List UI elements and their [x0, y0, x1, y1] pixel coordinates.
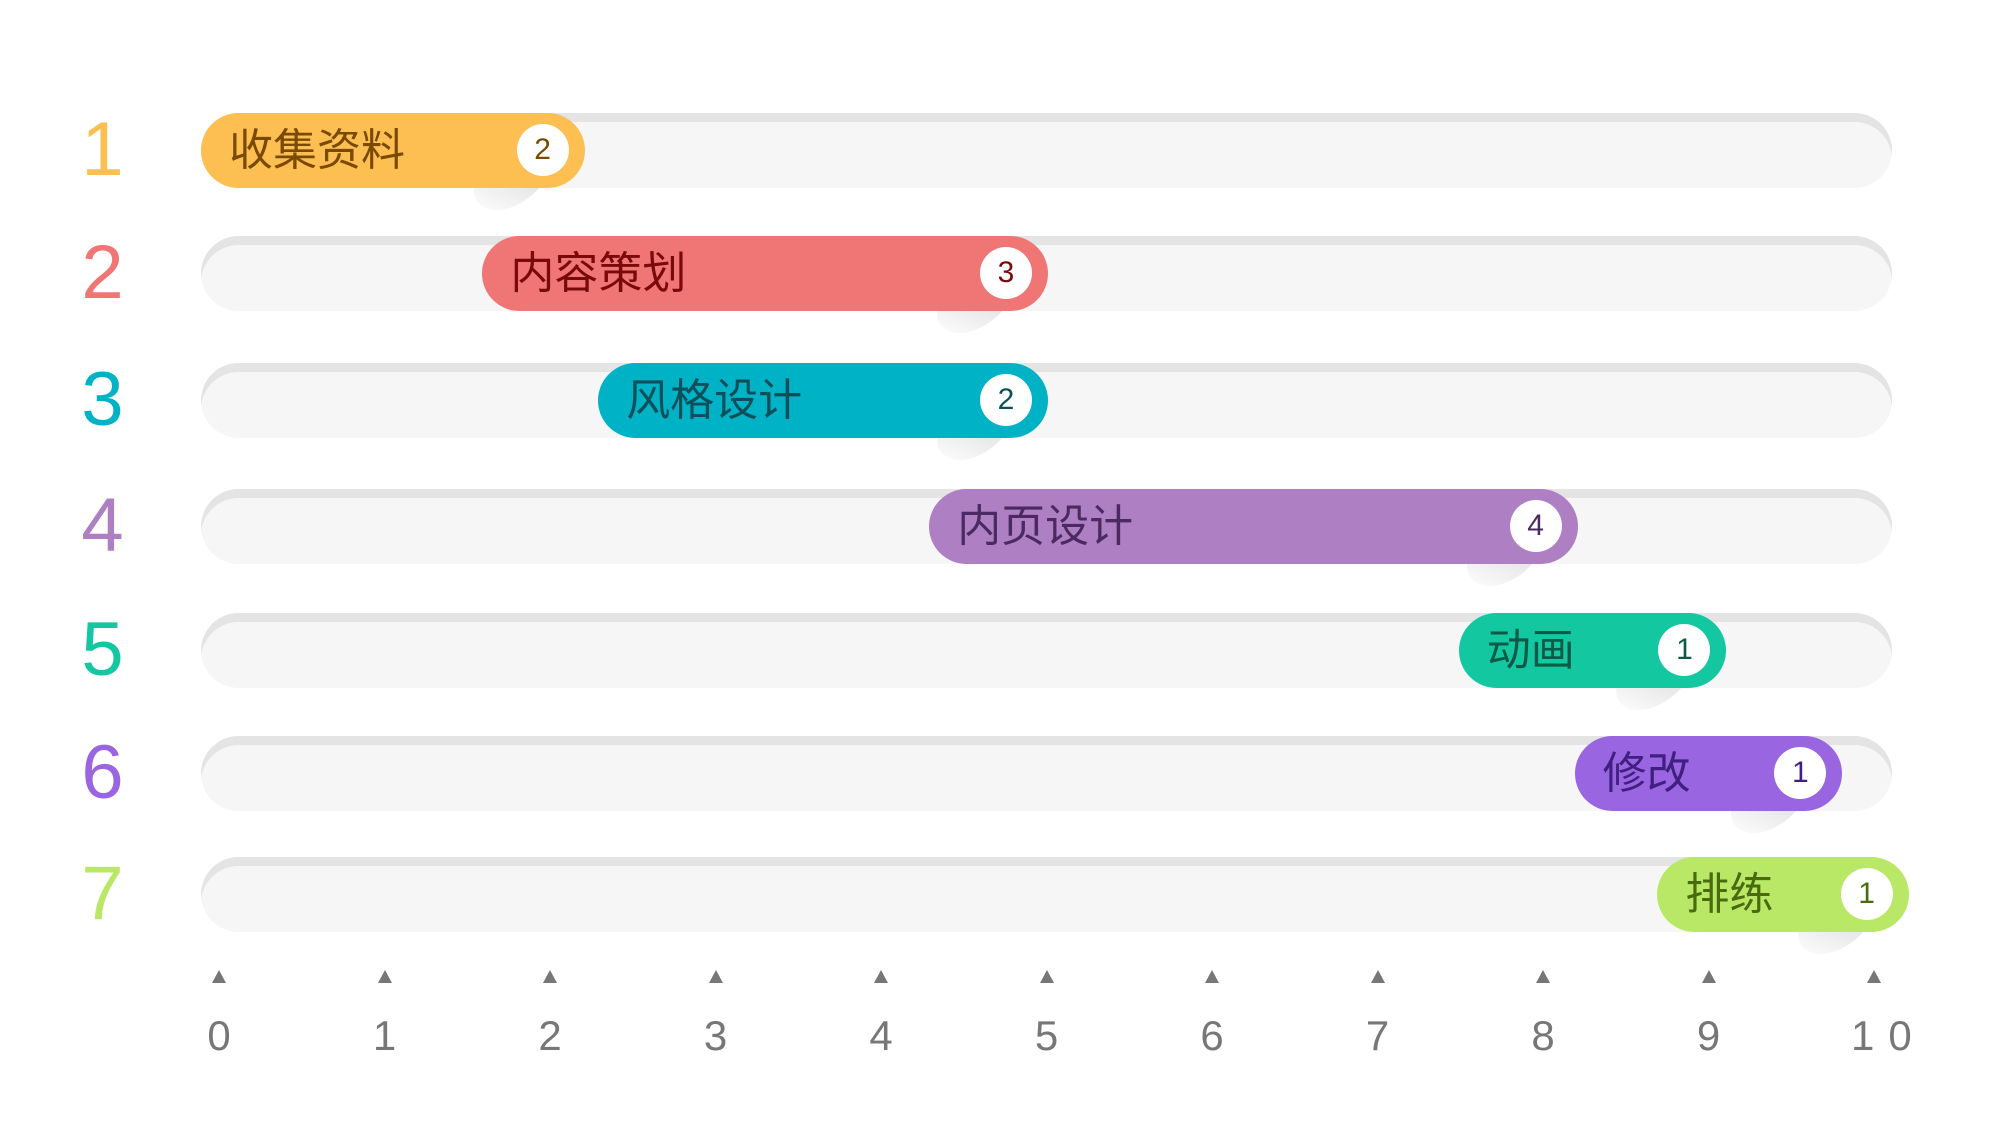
axis-tick-marker	[212, 970, 226, 983]
axis-tick-label: 9	[1696, 1012, 1735, 1059]
task-label: 内容策划	[510, 248, 687, 299]
axis-tick-marker	[874, 970, 888, 983]
task-label: 动画	[1486, 625, 1575, 676]
axis-tick-marker	[708, 970, 723, 983]
axis-tick-label: 7	[1365, 1012, 1404, 1059]
task-label: 内页设计	[957, 501, 1134, 552]
track-background	[201, 857, 1892, 932]
row-number: 7	[81, 851, 124, 936]
task-bar[interactable]: 风格设计 2	[598, 363, 1048, 438]
duration-badge: 2	[979, 374, 1032, 426]
axis-tick-label: 10	[1851, 1012, 1926, 1059]
duration-badge: 2	[516, 124, 569, 176]
axis-tick-label: 8	[1531, 1012, 1569, 1059]
row-number: 3	[81, 357, 124, 442]
task-bar[interactable]: 排练 1	[1657, 857, 1909, 932]
axis-tick-label: 6	[1200, 1012, 1238, 1059]
axis-tick-label: 3	[703, 1012, 742, 1059]
task-bar[interactable]: 内页设计 4	[929, 489, 1578, 564]
row-number: 4	[81, 483, 124, 568]
duration-badge: 1	[1840, 868, 1893, 920]
axis-tick-marker	[1205, 970, 1219, 983]
axis-tick-label: 2	[538, 1012, 576, 1059]
axis-tick-label: 5	[1034, 1012, 1073, 1059]
task-bar[interactable]: 内容策划 3	[482, 236, 1048, 311]
axis-tick-marker	[1536, 970, 1550, 983]
duration-badge: 1	[1774, 747, 1827, 799]
task-label: 收集资料	[229, 125, 405, 176]
task-bar[interactable]: 修改 1	[1574, 736, 1843, 811]
duration-badge: 1	[1658, 624, 1711, 676]
axis-tick-marker	[1370, 970, 1385, 983]
task-label: 排练	[1685, 869, 1774, 920]
row-number: 5	[81, 607, 124, 692]
row-number: 1	[81, 107, 124, 192]
axis-tick-marker	[1867, 970, 1881, 983]
task-bar[interactable]: 收集资料 2	[201, 113, 585, 188]
axis-tick-label: 0	[207, 1012, 245, 1059]
duration-badge: 3	[979, 247, 1032, 299]
axis-tick-marker	[1701, 970, 1716, 983]
row-number: 6	[81, 730, 124, 815]
duration-badge: 4	[1509, 500, 1562, 552]
axis-tick-marker	[377, 970, 392, 983]
axis-tick-marker	[1039, 970, 1054, 983]
axis-tick-label: 1	[372, 1012, 411, 1059]
task-label: 修改	[1602, 748, 1691, 799]
task-bar[interactable]: 动画 1	[1458, 613, 1727, 688]
task-label: 风格设计	[626, 375, 803, 426]
row-number: 2	[81, 230, 124, 315]
axis-tick-marker	[543, 970, 557, 983]
axis-tick-label: 4	[869, 1012, 907, 1059]
